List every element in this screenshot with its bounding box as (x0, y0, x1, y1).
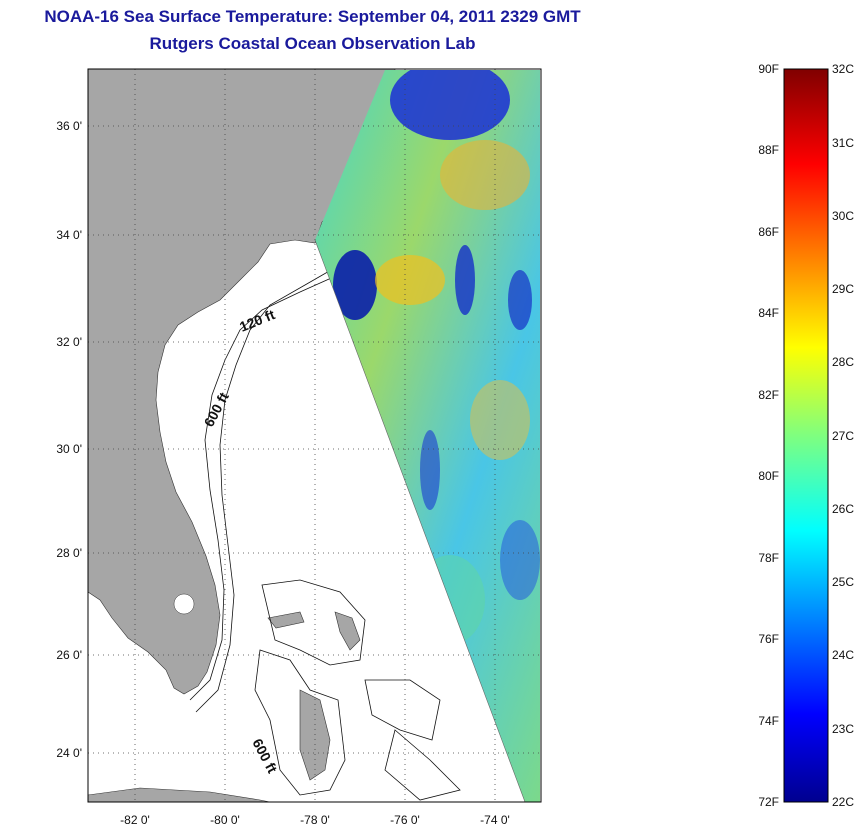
colorbar-celsius-labels: 32C 31C 30C 29C 28C 27C 26C 25C 24C 23C … (832, 62, 854, 809)
island-abaco (334, 611, 361, 651)
lat-tick: 28 0' (56, 546, 82, 560)
colorbar-c-label: 25C (832, 575, 854, 589)
lat-tick: 24 0' (56, 746, 82, 760)
colorbar-c-label: 32C (832, 62, 854, 76)
map-frame (87, 68, 542, 803)
swath-edge (314, 239, 526, 802)
colorbar-f-label: 78F (758, 551, 779, 565)
contour-600ft (195, 261, 346, 713)
lon-tick: -78 0' (300, 813, 330, 827)
colorbar-f-label: 72F (758, 795, 779, 809)
colorbar-f-label: 82F (758, 388, 779, 402)
contour-bahamas (254, 579, 461, 801)
island-grand-bahama (267, 611, 305, 629)
lat-tick: 30 0' (56, 442, 82, 456)
lon-axis: -82 0' -80 0' -78 0' -76 0' -74 0' (120, 813, 510, 827)
colorbar-f-label: 90F (758, 62, 779, 76)
colorbar-c-label: 29C (832, 282, 854, 296)
colorbar-f-label: 74F (758, 714, 779, 728)
lat-tick: 26 0' (56, 648, 82, 662)
colorbar-f-label: 88F (758, 143, 779, 157)
lon-tick: -76 0' (390, 813, 420, 827)
colorbar-c-label: 22C (832, 795, 854, 809)
colorbar-c-label: 27C (832, 429, 854, 443)
lake-okeechobee (173, 593, 195, 615)
lon-tick: -80 0' (210, 813, 240, 827)
lat-axis: 36 0' 34 0' 32 0' 30 0' 28 0' 26 0' 24 0… (56, 119, 82, 760)
colorbar-c-label: 23C (832, 722, 854, 736)
colorbar-f-label: 76F (758, 632, 779, 646)
contour-120ft (189, 274, 339, 701)
lat-tick: 36 0' (56, 119, 82, 133)
lat-tick: 34 0' (56, 228, 82, 242)
colorbar-c-label: 24C (832, 648, 854, 662)
colorbar-c-label: 31C (832, 136, 854, 150)
colorbar-f-label: 86F (758, 225, 779, 239)
lon-tick: -82 0' (120, 813, 150, 827)
colorbar-f-label: 80F (758, 469, 779, 483)
map-subtitle: Rutgers Coastal Ocean Observation Lab (149, 34, 476, 53)
island-cuba-edge (88, 787, 271, 802)
lat-tick: 32 0' (56, 335, 82, 349)
colorbar-c-label: 26C (832, 502, 854, 516)
colorbar-f-label: 84F (758, 306, 779, 320)
colorbar-fahrenheit-labels: 90F 88F 86F 84F 82F 80F 78F 76F 74F 72F (758, 62, 779, 809)
colorbar-c-label: 28C (832, 355, 854, 369)
colorbar-c-label: 30C (832, 209, 854, 223)
lon-tick: -74 0' (480, 813, 510, 827)
graticule (88, 69, 541, 802)
map-title: NOAA-16 Sea Surface Temperature: Septemb… (44, 7, 581, 26)
colorbar (783, 68, 829, 803)
